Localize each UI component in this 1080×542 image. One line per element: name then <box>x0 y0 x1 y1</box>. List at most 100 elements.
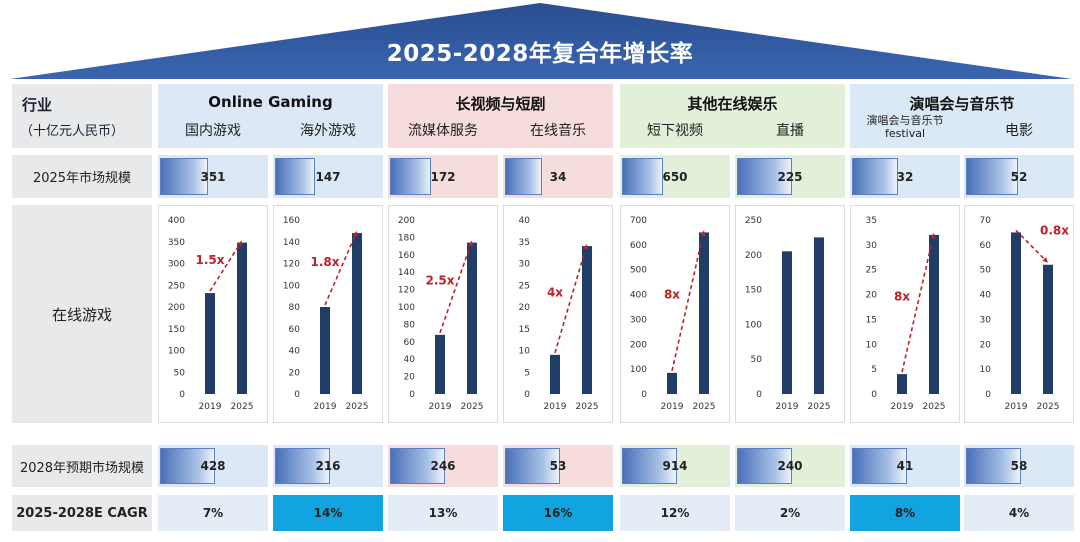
y-tick-label: 0 <box>756 390 762 400</box>
growth-arrow-line <box>439 247 471 334</box>
cagr-cell: 13% <box>388 495 498 531</box>
growth-multiplier-label: 2.5x <box>426 274 455 288</box>
y-tick-label: 60 <box>404 338 416 348</box>
market-2028-value: 914 <box>662 459 688 473</box>
y-tick-label: 50 <box>751 355 763 365</box>
market-2025-value: 52 <box>1010 169 1028 184</box>
y-tick-label: 20 <box>866 291 878 301</box>
market-2028-value: 240 <box>777 459 803 473</box>
y-tick-label: 35 <box>519 238 530 248</box>
y-tick-label: 160 <box>283 216 300 226</box>
market-2025-fill <box>737 158 792 195</box>
x-tick-label: 2019 <box>429 402 452 412</box>
market-2025-cell: 32 <box>850 155 960 198</box>
subcategory-label: 在线音乐 <box>530 123 586 139</box>
market-2028-fill <box>737 448 792 484</box>
market-2028-fill <box>275 448 330 484</box>
mini-bar-chart: 0 20 40 60 80 100 120 140 160 180 200 2019 2025 2.5x <box>388 205 498 423</box>
growth-multiplier-label: 1.8x <box>311 255 340 269</box>
x-tick-label: 2025 <box>808 402 831 412</box>
market-2025-cell: 147 <box>273 155 383 198</box>
cagr-value: 2% <box>779 506 801 520</box>
y-tick-label: 0 <box>985 390 991 400</box>
market-2025-cell: 225 <box>735 155 845 198</box>
growth-arrow-head <box>930 232 936 239</box>
growth-arrow-line <box>324 236 356 306</box>
market-2028-value: 428 <box>200 459 226 473</box>
mini-bar-chart: 0 100 200 300 400 500 600 700 2019 2025 8x <box>620 205 730 423</box>
market-2028-cell: 246 <box>388 445 498 487</box>
x-tick-label: 2025 <box>231 402 254 412</box>
y-tick-label: 0 <box>179 390 185 400</box>
cagr-value: 8% <box>894 506 916 520</box>
bar-2025 <box>352 233 362 394</box>
x-tick-label: 2025 <box>576 402 599 412</box>
bar-2025 <box>929 234 939 394</box>
market-2028-value: 41 <box>896 459 914 473</box>
cagr-value: 13% <box>428 506 458 520</box>
market-2025-cell: 34 <box>503 155 613 198</box>
y-tick-label: 100 <box>745 320 762 330</box>
market-2025-fill <box>275 158 315 195</box>
group-header: 其他在线娱乐 短下视频 直播 <box>620 84 845 148</box>
cagr-value: 4% <box>1008 506 1030 520</box>
market-2025-value: 34 <box>549 169 567 184</box>
x-tick-label: 2019 <box>314 402 337 412</box>
y-tick-label: 15 <box>866 315 877 325</box>
y-tick-label: 40 <box>980 291 992 301</box>
y-tick-label: 20 <box>519 303 531 313</box>
y-tick-label: 700 <box>630 216 647 226</box>
x-tick-label: 2019 <box>199 402 222 412</box>
market-2028-cell: 41 <box>850 445 960 487</box>
row-label-market-2028: 2028年预期市场规模 <box>12 445 152 487</box>
x-tick-label: 2019 <box>661 402 684 412</box>
market-2025-cell: 650 <box>620 155 730 198</box>
y-tick-label: 40 <box>519 216 531 226</box>
y-tick-label: 30 <box>980 315 992 325</box>
bar-2019 <box>1011 232 1021 394</box>
group-name: 其他在线娱乐 <box>687 95 778 113</box>
x-tick-label: 2025 <box>693 402 716 412</box>
x-tick-label: 2019 <box>891 402 914 412</box>
y-tick-label: 60 <box>289 325 301 335</box>
market-2025-fill <box>966 158 1018 195</box>
growth-arrow-line <box>671 241 703 372</box>
cagr-cell: 16% <box>503 495 613 531</box>
y-tick-label: 50 <box>174 368 186 378</box>
y-tick-label: 0 <box>641 390 647 400</box>
y-tick-label: 15 <box>519 325 530 335</box>
row-label-charts: 在线游戏 <box>12 205 152 423</box>
y-tick-label: 60 <box>980 241 992 251</box>
y-tick-label: 100 <box>168 347 185 357</box>
page-title: 2025-2028年复合年增长率 <box>386 41 694 67</box>
market-2028-value: 216 <box>315 459 341 473</box>
x-tick-label: 2025 <box>461 402 484 412</box>
y-tick-label: 25 <box>519 281 530 291</box>
y-tick-label: 120 <box>283 260 300 270</box>
unit-label: （十亿元人民币） <box>20 124 125 139</box>
market-2028-value: 246 <box>430 459 456 473</box>
mini-bar-chart: 0 5 10 15 20 25 30 35 2019 2025 8x <box>850 205 960 423</box>
market-2025-value: 650 <box>662 169 688 184</box>
bar-2019 <box>435 334 445 394</box>
market-2028-fill <box>622 448 677 484</box>
y-tick-label: 150 <box>745 286 762 296</box>
group-name: 长视频与短剧 <box>455 95 546 113</box>
market-2025-value: 172 <box>430 169 456 184</box>
bar-2019 <box>320 307 330 394</box>
growth-arrow-line <box>554 252 586 354</box>
y-tick-label: 5 <box>524 368 530 378</box>
growth-arrow-head <box>352 231 358 238</box>
y-tick-label: 10 <box>866 340 878 350</box>
cagr-cell: 4% <box>964 495 1074 531</box>
group-header: 演唱会与音乐节 演唱会与音乐节 festival 电影 <box>850 84 1074 148</box>
y-tick-label: 70 <box>980 216 992 226</box>
market-2028-fill <box>966 448 1021 484</box>
industry-label: 行业 <box>22 96 53 114</box>
chart-svg: 0 50 100 150 200 250 2019 2025 <box>745 216 831 412</box>
cagr-cell: 8% <box>850 495 960 531</box>
y-tick-label: 100 <box>398 303 415 313</box>
market-2025-cell: 172 <box>388 155 498 198</box>
